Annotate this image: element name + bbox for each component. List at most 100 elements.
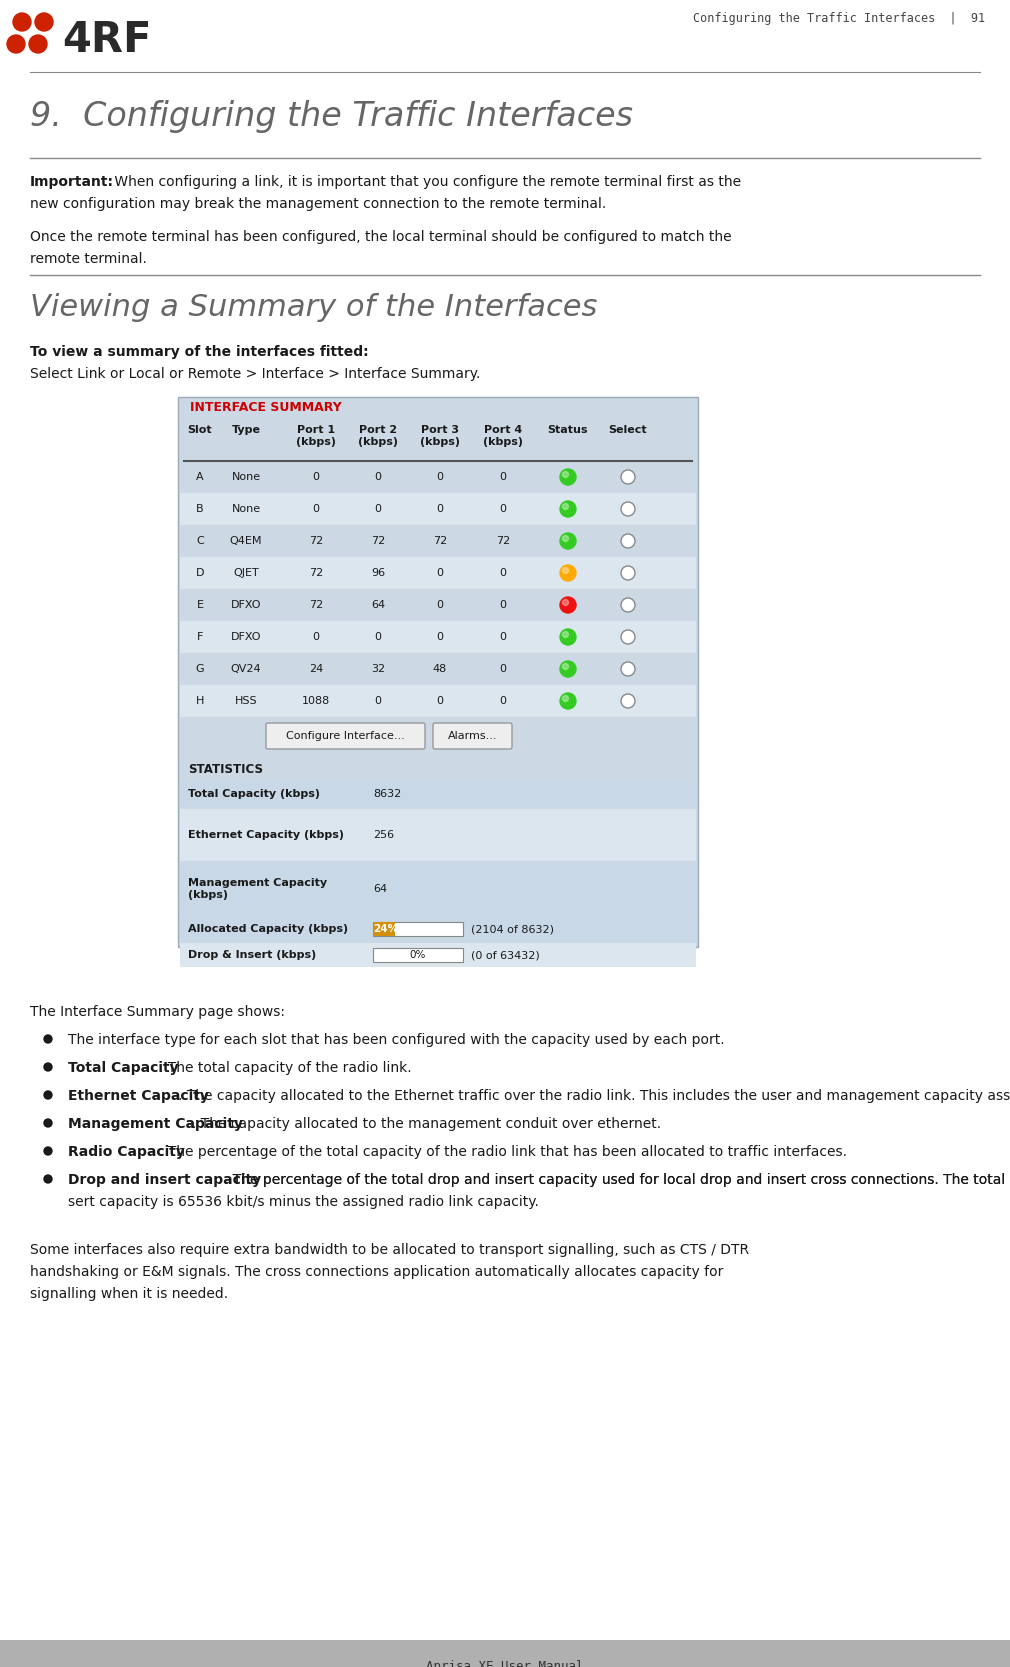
Bar (178, 397, 698, 947)
Text: 0: 0 (500, 600, 506, 610)
Bar (373, 949, 463, 962)
Text: Drop & Insert (kbps): Drop & Insert (kbps) (188, 950, 316, 960)
Bar (180, 917, 696, 940)
Text: F: F (197, 632, 203, 642)
Text: Management Capacity: Management Capacity (68, 1117, 242, 1130)
Text: The interface type for each slot that has been configured with the capacity used: The interface type for each slot that ha… (68, 1034, 724, 1047)
Text: . The total capacity of the radio link.: . The total capacity of the radio link. (159, 1060, 412, 1075)
Text: Viewing a Summary of the Interfaces: Viewing a Summary of the Interfaces (30, 293, 597, 322)
Text: Management Capacity
(kbps): Management Capacity (kbps) (188, 879, 327, 900)
Circle shape (621, 630, 635, 643)
Text: Status: Status (547, 425, 588, 435)
Text: Total Capacity (kbps): Total Capacity (kbps) (188, 788, 320, 798)
Circle shape (563, 535, 569, 542)
Circle shape (560, 662, 576, 677)
Circle shape (563, 600, 569, 605)
Text: D: D (196, 568, 204, 578)
Bar (180, 493, 696, 525)
Text: Alarms...: Alarms... (447, 732, 497, 742)
Circle shape (13, 13, 31, 32)
Text: To view a summary of the interfaces fitted:: To view a summary of the interfaces fitt… (30, 345, 369, 358)
Text: Q4EM: Q4EM (229, 537, 263, 547)
Text: A: A (196, 472, 204, 482)
Circle shape (560, 502, 576, 517)
Circle shape (44, 1147, 52, 1155)
Text: Port 2
(kbps): Port 2 (kbps) (358, 425, 398, 447)
Text: 48: 48 (433, 663, 447, 673)
Text: Allocated Capacity (kbps): Allocated Capacity (kbps) (188, 924, 348, 934)
Bar (180, 685, 696, 717)
Text: 72: 72 (496, 537, 510, 547)
Text: Port 1
(kbps): Port 1 (kbps) (296, 425, 336, 447)
Text: 0: 0 (500, 697, 506, 707)
Text: Total Capacity: Total Capacity (68, 1060, 179, 1075)
Text: 0: 0 (436, 632, 443, 642)
Circle shape (44, 1064, 52, 1070)
Circle shape (560, 628, 576, 645)
Text: DFXO: DFXO (230, 600, 262, 610)
Bar (373, 922, 395, 935)
Text: 1088: 1088 (302, 697, 330, 707)
Text: 24: 24 (309, 663, 323, 673)
Text: (0 of 63432): (0 of 63432) (471, 950, 539, 960)
Text: E: E (197, 600, 203, 610)
Bar (180, 525, 696, 557)
Text: 0: 0 (500, 472, 506, 482)
Circle shape (35, 13, 53, 32)
Text: 0: 0 (500, 632, 506, 642)
Text: sert capacity is 65536 kbit/s minus the assigned radio link capacity.: sert capacity is 65536 kbit/s minus the … (68, 1195, 539, 1209)
Bar (180, 864, 696, 915)
Text: INTERFACE SUMMARY: INTERFACE SUMMARY (190, 402, 341, 413)
Bar (180, 422, 696, 462)
Bar (180, 588, 696, 622)
Circle shape (563, 472, 569, 477)
Text: Select: Select (609, 425, 647, 435)
Text: 64: 64 (373, 884, 387, 894)
Text: 0: 0 (436, 472, 443, 482)
Circle shape (560, 533, 576, 548)
Bar (180, 462, 696, 493)
Text: G: G (196, 663, 204, 673)
Text: 24%: 24% (374, 924, 398, 934)
Text: 64: 64 (371, 600, 385, 610)
Text: 0: 0 (436, 600, 443, 610)
Text: 0: 0 (312, 503, 319, 513)
Text: Some interfaces also require extra bandwidth to be allocated to transport signal: Some interfaces also require extra bandw… (30, 1244, 749, 1257)
Text: Radio Capacity: Radio Capacity (68, 1145, 185, 1159)
Bar (0, 1640, 1010, 1667)
Text: Port 4
(kbps): Port 4 (kbps) (483, 425, 523, 447)
Text: 72: 72 (309, 537, 323, 547)
Bar (180, 557, 696, 588)
Text: QJET: QJET (233, 568, 259, 578)
Text: 0: 0 (375, 472, 382, 482)
Bar (180, 944, 696, 967)
Text: B: B (196, 503, 204, 513)
Bar (180, 808, 696, 860)
Circle shape (621, 662, 635, 677)
Circle shape (563, 503, 569, 510)
Text: new configuration may break the management connection to the remote terminal.: new configuration may break the manageme… (30, 197, 606, 212)
Text: 0%: 0% (410, 950, 426, 960)
Text: handshaking or E&M signals. The cross connections application automatically allo: handshaking or E&M signals. The cross co… (30, 1265, 723, 1279)
Text: remote terminal.: remote terminal. (30, 252, 146, 267)
Text: QV24: QV24 (230, 663, 262, 673)
Text: C: C (196, 537, 204, 547)
FancyBboxPatch shape (266, 723, 425, 748)
Text: 32: 32 (371, 663, 385, 673)
Text: Ethernet Capacity: Ethernet Capacity (68, 1089, 209, 1104)
Text: Ethernet Capacity (kbps): Ethernet Capacity (kbps) (188, 830, 344, 840)
Bar (180, 622, 696, 653)
Text: 0: 0 (375, 697, 382, 707)
Circle shape (563, 663, 569, 670)
Circle shape (563, 632, 569, 637)
Text: 256: 256 (373, 830, 394, 840)
Bar (373, 922, 463, 935)
Text: . The capacity allocated to the Ethernet traffic over the radio link. This inclu: . The capacity allocated to the Ethernet… (179, 1089, 1010, 1104)
Text: . The percentage of the total drop and insert capacity used for local drop and i: . The percentage of the total drop and i… (224, 1174, 1010, 1187)
Text: 4RF: 4RF (62, 18, 152, 62)
Text: STATISTICS: STATISTICS (188, 763, 263, 777)
Text: Aprisa XE User Manual: Aprisa XE User Manual (426, 1660, 584, 1667)
Circle shape (44, 1035, 52, 1044)
Text: . The capacity allocated to the management conduit over ethernet.: . The capacity allocated to the manageme… (192, 1117, 661, 1130)
Text: (2104 of 8632): (2104 of 8632) (471, 924, 554, 934)
